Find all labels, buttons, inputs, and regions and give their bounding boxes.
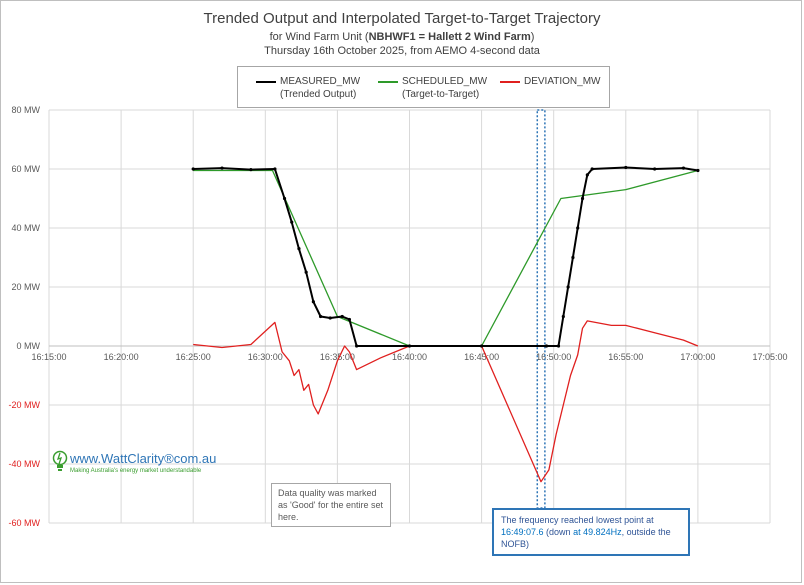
x-tick-label: 17:05:00: [752, 352, 787, 362]
measured-point: [571, 255, 575, 260]
x-tick-label: 16:55:00: [608, 352, 643, 362]
y-tick-label: -40 MW: [9, 459, 41, 469]
measured-point: [282, 196, 287, 201]
x-tick-label: 17:00:00: [680, 352, 715, 362]
legend-sub-scheduled: (Target-to-Target): [402, 89, 480, 100]
x-tick-label: 16:50:00: [536, 352, 571, 362]
x-tick-label: 16:45:00: [464, 352, 499, 362]
x-tick-label: 16:40:00: [392, 352, 427, 362]
measured-point: [566, 285, 570, 289]
measured-point: [273, 167, 277, 171]
measured-point: [580, 196, 585, 201]
subtitle-prefix: for Wind Farm Unit (: [269, 31, 369, 43]
freq-text-a: The frequency reached lowest point at: [501, 515, 654, 525]
chart-title: Trended Output and Interpolated Target-t…: [203, 10, 601, 27]
series-line-measured_mw: [193, 166, 699, 347]
logo-text: www.WattClarity®com.au: [70, 451, 217, 466]
measured-point: [249, 167, 253, 172]
measured-point: [585, 173, 589, 177]
lightbulb-icon: [52, 450, 68, 471]
legend-label-deviation: DEVIATION_MW: [524, 76, 601, 87]
measured-point: [290, 220, 294, 224]
legend-swatch-measured: [256, 81, 276, 83]
unit-name: NBHWF1 = Hallett 2 Wind Farm: [368, 31, 531, 43]
legend-swatch-scheduled: [378, 81, 398, 83]
series-line-deviation_mw: [193, 320, 699, 483]
y-tick-label: -20 MW: [9, 400, 41, 410]
chart-subtitle: for Wind Farm Unit (NBHWF1 = Hallett 2 W…: [0, 31, 804, 43]
measured-point: [561, 314, 565, 319]
measured-point: [681, 166, 686, 170]
legend-entry-deviation: DEVIATION_MW: [524, 75, 600, 88]
chart-date-line: Thursday 16th October 2025, from AEMO 4-…: [264, 45, 540, 57]
legend-label-scheduled: SCHEDULED_MW: [402, 76, 488, 87]
y-tick-label: 0 MW: [17, 341, 41, 351]
x-tick-label: 16:30:00: [248, 352, 283, 362]
measured-point: [311, 300, 315, 304]
x-tick-label: 16:15:00: [31, 352, 66, 362]
measured-point: [480, 344, 484, 348]
measured-point: [340, 314, 344, 319]
measured-point: [297, 247, 301, 251]
wattclarity-logo: www.WattClarity®com.au Making Australia'…: [52, 449, 232, 481]
frequency-window-highlight: [536, 109, 546, 509]
freq-text-c: , outside the NOFB): [501, 527, 671, 549]
subtitle-suffix: ): [530, 31, 535, 43]
freq-time: 16:49:07.6: [501, 527, 544, 537]
y-tick-label: 20 MW: [11, 282, 40, 292]
data-quality-note: Data quality was marked as 'Good' for th…: [271, 483, 391, 527]
measured-point: [304, 270, 308, 274]
legend-swatch-deviation: [500, 81, 520, 83]
legend-entry-scheduled: SCHEDULED_MW (Target-to-Target): [402, 75, 487, 101]
y-tick-label: 80 MW: [11, 105, 40, 115]
freq-hz: at 49.824Hz: [573, 527, 622, 537]
measured-point: [347, 317, 352, 322]
x-tick-label: 16:25:00: [176, 352, 211, 362]
y-tick-label: 40 MW: [11, 223, 40, 233]
measured-point: [355, 344, 359, 348]
measured-point: [624, 165, 628, 170]
measured-point: [576, 226, 580, 230]
series-line-scheduled_mw: [193, 169, 699, 347]
legend: MEASURED_MW (Trended Output) SCHEDULED_M…: [237, 66, 610, 108]
y-tick-label: 60 MW: [11, 164, 40, 174]
measured-point: [318, 314, 323, 319]
measured-point: [653, 167, 657, 171]
measured-point: [328, 316, 332, 320]
frequency-note: The frequency reached lowest point at 16…: [492, 508, 690, 556]
measured-point: [590, 167, 594, 171]
x-tick-label: 16:20:00: [104, 352, 139, 362]
y-tick-label: -60 MW: [9, 518, 41, 528]
measured-point: [556, 344, 561, 348]
measured-point: [696, 168, 700, 173]
legend-label-measured: MEASURED_MW: [280, 76, 361, 87]
x-tick-label: 16:35:00: [320, 352, 355, 362]
measured-point: [220, 166, 224, 170]
logo-tagline: Making Australia's energy market underst…: [70, 468, 202, 474]
legend-entry-measured: MEASURED_MW (Trended Output): [280, 75, 360, 101]
measured-point: [191, 167, 195, 171]
measured-point: [407, 344, 412, 348]
legend-sub-measured: (Trended Output): [280, 89, 357, 100]
freq-text-b: (down: [543, 527, 574, 537]
measured-point: [544, 344, 549, 348]
